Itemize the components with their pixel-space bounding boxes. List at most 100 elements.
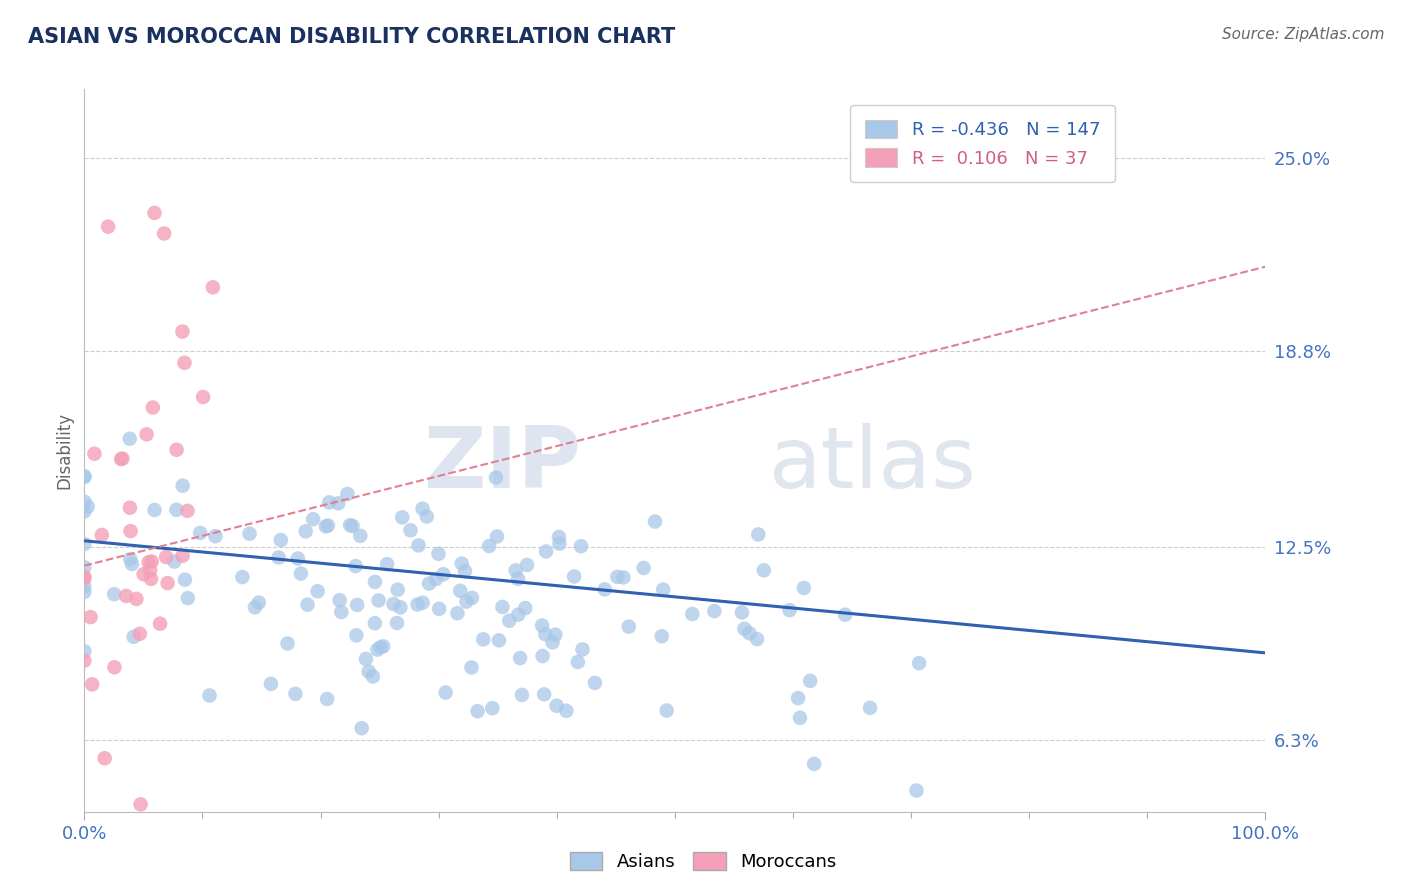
Point: [267, 550, 290, 565]
Point: [73, 569, 96, 583]
Point: [633, 561, 655, 575]
Point: [142, 401, 165, 415]
Point: [125, 591, 148, 606]
Point: [132, 567, 155, 582]
Point: [555, 704, 578, 718]
Point: [364, 574, 387, 589]
Point: [73, 537, 96, 551]
Point: [644, 515, 666, 529]
Point: [204, 529, 226, 543]
Point: [297, 598, 319, 612]
Point: [488, 633, 510, 648]
Point: [336, 487, 359, 501]
Point: [399, 523, 422, 537]
Point: [73, 579, 96, 593]
Point: [176, 504, 198, 518]
Text: atlas: atlas: [769, 424, 977, 507]
Point: [567, 655, 589, 669]
Point: [82, 677, 104, 691]
Point: [834, 607, 856, 622]
Point: [243, 600, 266, 615]
Point: [418, 576, 440, 591]
Point: [461, 591, 484, 605]
Point: [135, 427, 157, 442]
Point: [434, 685, 457, 699]
Point: [606, 570, 628, 584]
Point: [747, 527, 769, 541]
Point: [799, 673, 821, 688]
Point: [198, 689, 221, 703]
Point: [342, 519, 364, 533]
Point: [121, 557, 143, 571]
Point: [111, 451, 134, 466]
Point: [357, 665, 380, 679]
Point: [344, 559, 367, 574]
Point: [509, 651, 531, 665]
Point: [375, 557, 398, 571]
Point: [103, 660, 125, 674]
Point: [548, 536, 571, 550]
Point: [156, 576, 179, 591]
Text: ZIP: ZIP: [423, 424, 581, 507]
Legend: Asians, Moroccans: Asians, Moroccans: [562, 845, 844, 879]
Point: [143, 503, 166, 517]
Point: [364, 616, 387, 631]
Point: [406, 598, 429, 612]
Point: [315, 519, 337, 533]
Point: [593, 582, 616, 597]
Point: [139, 563, 162, 577]
Point: [73, 494, 96, 508]
Point: [425, 572, 447, 586]
Point: [260, 677, 283, 691]
Point: [505, 563, 527, 577]
Point: [562, 569, 585, 583]
Point: [446, 606, 468, 620]
Point: [287, 551, 309, 566]
Point: [339, 518, 361, 533]
Point: [450, 557, 472, 571]
Point: [617, 619, 640, 633]
Point: [412, 596, 434, 610]
Point: [76, 500, 98, 514]
Point: [73, 572, 96, 586]
Point: [302, 512, 325, 526]
Point: [118, 500, 141, 515]
Point: [510, 688, 533, 702]
Point: [120, 524, 142, 538]
Point: [172, 478, 194, 492]
Point: [583, 676, 606, 690]
Point: [366, 642, 388, 657]
Point: [389, 600, 412, 615]
Point: [191, 390, 214, 404]
Point: [350, 721, 373, 735]
Point: [752, 563, 775, 577]
Point: [412, 501, 434, 516]
Point: [531, 648, 554, 663]
Point: [349, 529, 371, 543]
Point: [103, 587, 125, 601]
Point: [73, 504, 96, 518]
Point: [139, 572, 162, 586]
Point: [177, 591, 200, 606]
Point: [188, 526, 211, 541]
Point: [472, 632, 495, 647]
Point: [172, 549, 194, 563]
Point: [354, 652, 377, 666]
Point: [316, 692, 339, 706]
Point: [367, 593, 389, 607]
Point: [294, 524, 316, 539]
Point: [110, 452, 132, 467]
Point: [533, 687, 555, 701]
Point: [276, 636, 298, 650]
Point: [330, 605, 353, 619]
Point: [427, 547, 450, 561]
Point: [129, 797, 152, 812]
Point: [79, 610, 101, 624]
Point: [546, 698, 568, 713]
Point: [515, 601, 537, 615]
Point: [569, 539, 592, 553]
Point: [73, 560, 96, 574]
Point: [803, 756, 825, 771]
Point: [859, 701, 882, 715]
Point: [138, 555, 160, 569]
